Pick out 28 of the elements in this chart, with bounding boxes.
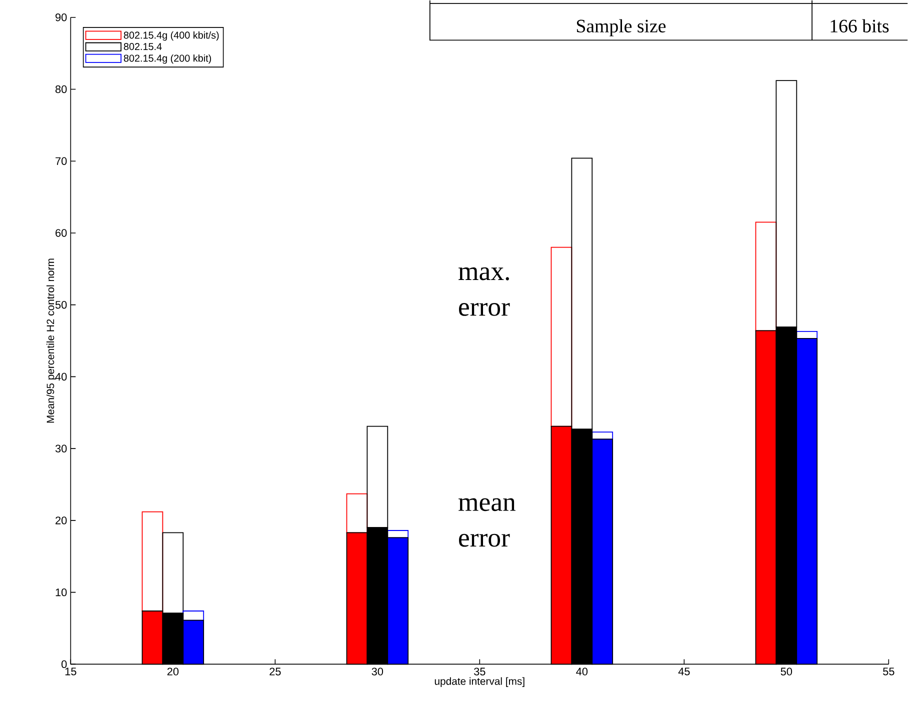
y-tick-label: 90 bbox=[56, 14, 67, 22]
y-tick-label: 30 bbox=[55, 444, 67, 452]
annotation: mean error bbox=[458, 498, 516, 547]
x-tick-label: 15 bbox=[65, 668, 76, 676]
y-axis-title: Mean/95 percentile H2 control norm bbox=[46, 258, 56, 423]
x-axis-title: update interval [ms] bbox=[434, 677, 524, 687]
y-tick-label: 70 bbox=[56, 157, 67, 165]
x-tick-label: 55 bbox=[883, 668, 894, 676]
x-tick-label: 45 bbox=[678, 668, 690, 676]
legend-label: 802.15.4 bbox=[124, 43, 162, 50]
annotation: max. error bbox=[458, 267, 510, 316]
annotation: 166 bits bbox=[830, 19, 889, 32]
y-tick-label: 0 bbox=[62, 660, 67, 668]
x-tick-label: 35 bbox=[474, 668, 486, 676]
x-tick-label: 30 bbox=[372, 668, 384, 676]
legend-label: 802.15.4g (200 kbit) bbox=[124, 54, 211, 64]
x-tick-label: 25 bbox=[270, 668, 281, 676]
y-tick-label: 20 bbox=[56, 516, 67, 524]
legend-label: 802.15.4g (400 kbit/s) bbox=[124, 31, 219, 41]
annotation: Sample size bbox=[576, 19, 666, 36]
x-tick-label: 20 bbox=[167, 668, 179, 676]
y-tick-label: 10 bbox=[56, 588, 67, 596]
y-tick-label: 40 bbox=[55, 372, 67, 381]
y-tick-label: 80 bbox=[55, 85, 67, 94]
x-tick-label: 50 bbox=[780, 668, 792, 676]
y-tick-label: 50 bbox=[55, 301, 67, 309]
y-tick-label: 60 bbox=[56, 229, 67, 237]
x-tick-label: 40 bbox=[576, 668, 588, 676]
